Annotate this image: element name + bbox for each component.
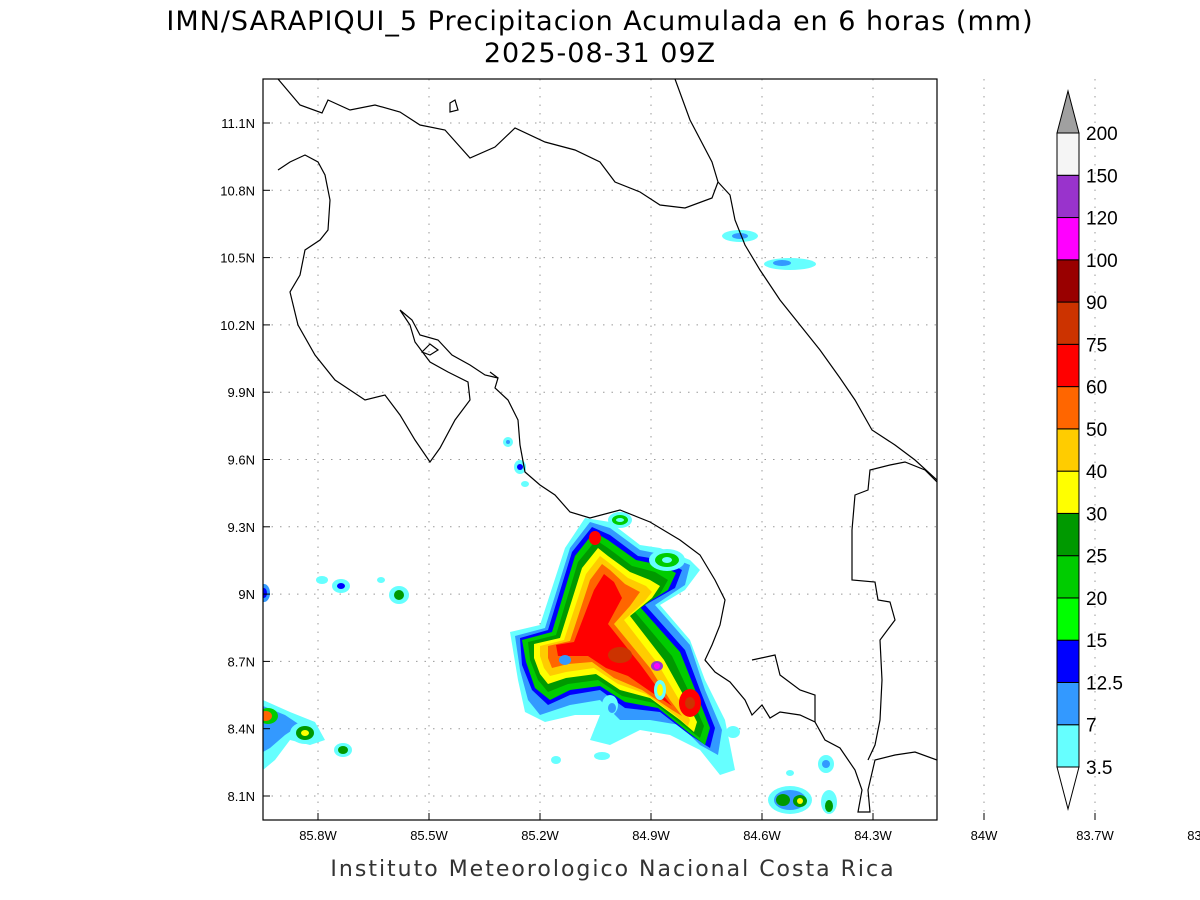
precip-cells-south	[551, 726, 837, 814]
legend-swatch	[1056, 512, 1080, 557]
lat-tick-label: 10.2N	[220, 318, 255, 333]
footer-credit: Instituto Meteorologico Nacional Costa R…	[330, 857, 895, 882]
legend-label: 120	[1086, 209, 1118, 230]
map-axes: 85.8W 85.5W 85.2W 84.9W 84.6W 84.3W 84W 83.7W 83…	[220, 116, 1200, 843]
border-panama	[851, 461, 937, 761]
legend-swatch	[1056, 217, 1080, 261]
lon-tick-label: 85.5W	[410, 828, 448, 843]
legend-swatch	[1056, 597, 1080, 641]
precipitation-field	[263, 230, 837, 814]
lat-tick-label: 8.4N	[228, 722, 255, 737]
legend-swatch	[1056, 343, 1080, 388]
legend-swatch	[1056, 724, 1080, 768]
plot-area: 85.8W 85.5W 85.2W 84.9W 84.6W 84.3W 84W 83.7W 83…	[220, 78, 1200, 843]
lon-tick-label: 84.6W	[743, 828, 781, 843]
legend-label: 90	[1086, 293, 1107, 314]
lat-tick-label: 9.3N	[228, 520, 255, 535]
coast-caribbean	[717, 181, 937, 481]
legend-swatch	[1056, 428, 1080, 472]
legend-label: 60	[1086, 378, 1107, 399]
legend-label: 7	[1086, 716, 1097, 737]
border-nicaragua	[277, 79, 719, 209]
legend-label: 25	[1086, 547, 1107, 568]
precip-cluster-north	[608, 512, 685, 571]
precip-cluster-central	[510, 518, 735, 775]
legend-label: 30	[1086, 504, 1107, 525]
lon-tick-label: 83.4W	[1187, 828, 1200, 843]
inner-channel	[489, 371, 499, 379]
legend-over-triangle	[1056, 89, 1080, 134]
legend-swatch	[1056, 259, 1080, 303]
coast-pacific-north	[277, 154, 937, 813]
legend-label: 40	[1086, 462, 1107, 483]
legend-swatch	[1056, 132, 1080, 176]
precip-cells-coast	[263, 437, 529, 604]
plot-frame	[262, 78, 938, 821]
lake-island	[449, 99, 459, 113]
legend-label: 3.5	[1086, 758, 1112, 779]
lon-tick-label: 84.3W	[854, 828, 892, 843]
lon-tick-label: 84.9W	[632, 828, 670, 843]
legend-label: 12.5	[1086, 673, 1123, 694]
lat-tick-label: 9.9N	[228, 385, 255, 400]
legend-label: 150	[1086, 166, 1118, 187]
coastline-layer	[277, 79, 937, 813]
map-title: IMN/SARAPIQUI_5 Precipitacion Acumulada …	[166, 6, 1033, 37]
lon-tick-label: 84W	[971, 828, 998, 843]
lat-tick-label: 8.7N	[228, 654, 255, 669]
lon-tick-label: 83.7W	[1076, 828, 1114, 843]
legend-swatch	[1056, 470, 1080, 514]
island-chira	[420, 343, 440, 356]
lon-tick-label: 85.8W	[299, 828, 337, 843]
lat-tick-label: 10.8N	[220, 183, 255, 198]
peninsula-osa	[751, 654, 816, 722]
legend-swatch	[1056, 639, 1080, 683]
lon-tick-label: 85.2W	[521, 828, 559, 843]
lat-tick-label: 11.1N	[221, 116, 255, 131]
map-subtitle: 2025-08-31 09Z	[484, 38, 716, 69]
legend-swatch	[1056, 555, 1080, 599]
lat-tick-label: 9.6N	[228, 453, 255, 468]
legend-label: 50	[1086, 420, 1107, 441]
legend-swatch	[1056, 301, 1080, 345]
lat-tick-label: 8.1N	[228, 789, 255, 804]
legend-swatch	[1056, 681, 1080, 726]
lat-tick-label: 10.5N	[220, 251, 255, 266]
legend-label: 75	[1086, 335, 1107, 356]
legend-under-triangle	[1056, 766, 1080, 811]
legend-swatch	[1056, 386, 1080, 430]
color-legend: 3.5 7 12.5 15 20 25 30 40 50 60 75 90 100 120 150 200	[1056, 89, 1123, 811]
precip-cluster-west	[263, 700, 352, 770]
legend-swatch	[1056, 174, 1080, 219]
lat-tick-label: 9N	[238, 587, 255, 602]
legend-label: 15	[1086, 631, 1107, 652]
legend-label: 20	[1086, 589, 1107, 610]
legend-label: 100	[1086, 251, 1118, 272]
legend-label: 200	[1086, 124, 1118, 145]
precip-cells-caribbean	[722, 230, 816, 270]
